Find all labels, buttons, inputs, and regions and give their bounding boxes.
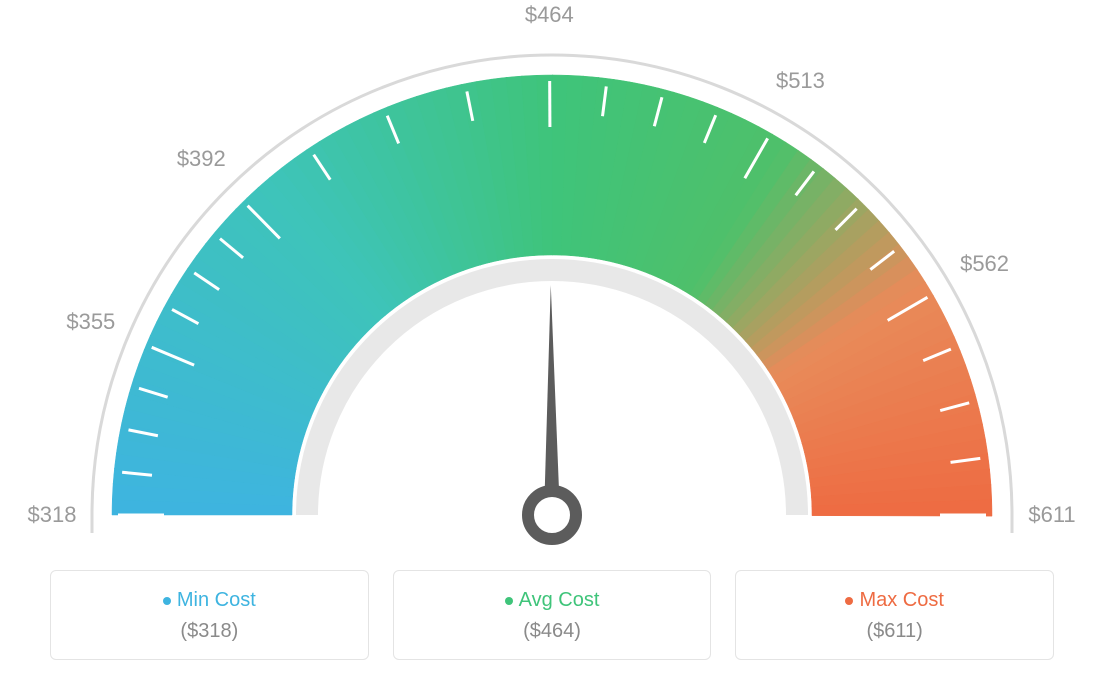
legend-title: Avg Cost [394,589,711,612]
gauge-tick-label: $392 [177,146,226,172]
legend-value: ($318) [51,620,368,643]
legend-value: ($464) [394,620,711,643]
gauge-needle [544,285,560,515]
legend-value: ($611) [736,620,1053,643]
gauge-tick-label: $318 [28,502,77,528]
chart-container: $318 $355 $392 $464 $513 $562 $611 Min Cost ($3… [0,0,1104,690]
legend-title: Min Cost [51,589,368,612]
legend-label: Min Cost [177,589,256,611]
gauge-tick-label: $513 [776,68,825,94]
legend-card: Min Cost ($318) [50,570,369,660]
gauge-chart: $318$355$392$464$513$562$611 [50,20,1054,560]
gauge-svg [50,20,1054,560]
gauge-tick-label: $562 [960,251,1009,277]
gauge-tick-label: $355 [66,309,115,335]
legend-label: Max Cost [859,589,943,611]
legend-dot-icon [845,597,853,605]
legend-dot-icon [163,597,171,605]
legend-dot-icon [505,597,513,605]
legend-card: Avg Cost ($464) [393,570,712,660]
gauge-tick-label: $611 [1028,502,1075,528]
gauge-tick-label: $464 [525,2,574,28]
gauge-needle-hub [528,491,576,539]
legend-title: Max Cost [736,589,1053,612]
legend-label: Avg Cost [519,589,600,611]
legend-row: Min Cost ($318) Avg Cost ($464) Max Cost ($61… [50,570,1054,660]
legend-card: Max Cost ($611) [735,570,1054,660]
